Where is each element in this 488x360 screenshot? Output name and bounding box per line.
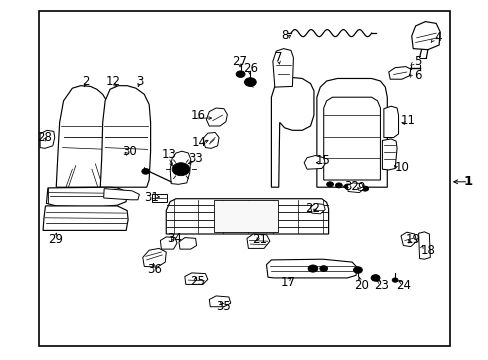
Text: 8: 8 [280, 29, 288, 42]
Text: 30: 30 [122, 145, 137, 158]
Polygon shape [272, 49, 293, 87]
Text: 20: 20 [354, 279, 368, 292]
Text: 35: 35 [216, 300, 231, 313]
Polygon shape [388, 67, 410, 79]
Text: 19: 19 [405, 233, 420, 246]
Polygon shape [346, 183, 363, 193]
Text: 36: 36 [147, 263, 162, 276]
Polygon shape [310, 203, 325, 214]
Circle shape [361, 186, 368, 191]
Text: 15: 15 [315, 154, 329, 167]
Polygon shape [166, 199, 328, 234]
Circle shape [353, 267, 362, 273]
Text: 12: 12 [106, 75, 121, 87]
Polygon shape [151, 194, 167, 202]
Polygon shape [160, 237, 177, 249]
Text: 24: 24 [395, 279, 410, 292]
Polygon shape [316, 78, 386, 187]
Circle shape [391, 278, 397, 282]
Text: 21: 21 [251, 233, 266, 246]
Text: 2: 2 [81, 75, 89, 87]
Text: 31: 31 [144, 191, 159, 204]
Text: 23: 23 [373, 279, 388, 292]
Circle shape [307, 265, 317, 272]
Text: 29: 29 [48, 233, 62, 246]
Text: 10: 10 [394, 161, 408, 174]
Polygon shape [214, 200, 277, 232]
Text: 32: 32 [344, 180, 359, 193]
Circle shape [319, 266, 327, 271]
Circle shape [352, 185, 359, 190]
Text: 17: 17 [281, 276, 295, 289]
Text: 28: 28 [38, 131, 52, 144]
Circle shape [326, 182, 333, 187]
Circle shape [370, 275, 379, 281]
Circle shape [344, 184, 350, 189]
Text: 18: 18 [420, 244, 434, 257]
Circle shape [244, 78, 256, 86]
Bar [39, 11, 449, 346]
Text: 9: 9 [356, 181, 364, 194]
Text: 22: 22 [305, 202, 320, 215]
Text: 4: 4 [433, 31, 441, 44]
Text: 1: 1 [463, 175, 472, 188]
Polygon shape [179, 238, 196, 249]
Polygon shape [209, 296, 230, 307]
Text: 7: 7 [274, 51, 282, 64]
Text: 11: 11 [400, 114, 415, 127]
Text: 3: 3 [135, 75, 143, 87]
Polygon shape [323, 97, 380, 180]
Polygon shape [203, 132, 219, 148]
Circle shape [236, 71, 244, 77]
Text: 5: 5 [413, 55, 421, 68]
Polygon shape [206, 108, 227, 126]
Polygon shape [142, 248, 166, 267]
Polygon shape [43, 206, 128, 230]
Text: 13: 13 [161, 148, 176, 161]
Polygon shape [383, 106, 398, 138]
Text: 16: 16 [190, 109, 205, 122]
Circle shape [176, 166, 185, 173]
Circle shape [172, 163, 189, 176]
Polygon shape [56, 86, 110, 187]
Polygon shape [170, 151, 190, 184]
Polygon shape [266, 259, 356, 278]
Polygon shape [400, 232, 416, 247]
Text: 34: 34 [167, 232, 182, 245]
Text: 27: 27 [232, 55, 246, 68]
Polygon shape [411, 22, 439, 50]
Polygon shape [184, 273, 207, 284]
Polygon shape [271, 77, 313, 187]
Polygon shape [246, 234, 269, 248]
Polygon shape [304, 156, 325, 169]
Text: 26: 26 [243, 62, 257, 75]
Circle shape [335, 183, 342, 188]
Text: 6: 6 [413, 69, 421, 82]
Circle shape [142, 168, 149, 174]
Text: 25: 25 [189, 275, 204, 288]
Polygon shape [46, 187, 126, 207]
Text: 14: 14 [192, 136, 206, 149]
Polygon shape [100, 86, 150, 187]
Text: 33: 33 [188, 152, 203, 165]
Polygon shape [418, 232, 429, 259]
Polygon shape [40, 130, 55, 148]
Polygon shape [103, 189, 139, 200]
Polygon shape [382, 139, 396, 170]
